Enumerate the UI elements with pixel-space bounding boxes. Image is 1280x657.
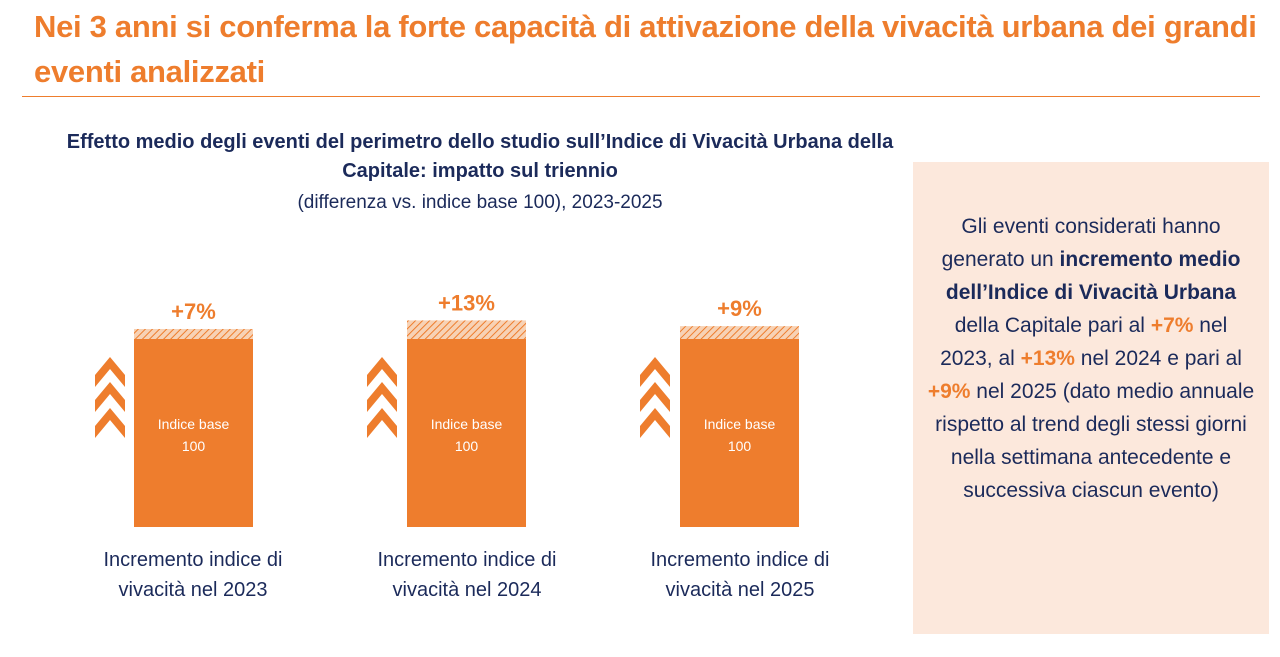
increment-bar	[407, 320, 526, 339]
chevron-up-icon	[367, 408, 397, 438]
chevron-up-icon	[367, 382, 397, 412]
base-label: Indice base	[158, 416, 230, 432]
increment-value-label: +9%	[717, 296, 762, 321]
chevron-up-icon	[95, 357, 125, 387]
base-value-label: 100	[728, 438, 752, 454]
category-label-2024: Incremento indice di vivacità nel 2024	[377, 549, 557, 601]
summary-text: Gli eventi considerati hanno generato un…	[927, 215, 1255, 502]
chevron-up-icon	[640, 382, 670, 412]
increment-value-label: +13%	[438, 290, 495, 315]
chevron-up-icon	[640, 357, 670, 387]
base-value-label: 100	[455, 438, 479, 454]
chart-subtitle: (differenza vs. indice base 100), 2023-2…	[297, 192, 663, 213]
base-bar	[680, 339, 799, 527]
summary-panel: Gli eventi considerati hanno generato un…	[913, 162, 1269, 634]
increment-bar	[134, 328, 253, 339]
chevron-up-icon	[640, 408, 670, 438]
chart-title: Effetto medio degli eventi del perimetro…	[66, 131, 894, 182]
title-divider	[22, 96, 1260, 97]
base-label: Indice base	[431, 416, 503, 432]
base-bar	[407, 339, 526, 527]
chevron-up-icon	[95, 382, 125, 412]
category-label-2023: Incremento indice di vivacità nel 2023	[103, 549, 283, 601]
category-label-2025: Incremento indice di vivacità nel 2025	[650, 549, 830, 601]
base-label: Indice base	[704, 416, 776, 432]
increment-value-label: +7%	[171, 299, 216, 324]
increment-bar	[680, 326, 799, 339]
page-title: Nei 3 anni si conferma la forte capacità…	[34, 9, 1257, 89]
chevron-up-icon	[367, 357, 397, 387]
base-bar	[134, 339, 253, 527]
base-value-label: 100	[182, 438, 206, 454]
bar-chart: Indice base 100 +7% Indice base 100 +13% Indic…	[95, 290, 799, 527]
chevron-up-icon	[95, 408, 125, 438]
